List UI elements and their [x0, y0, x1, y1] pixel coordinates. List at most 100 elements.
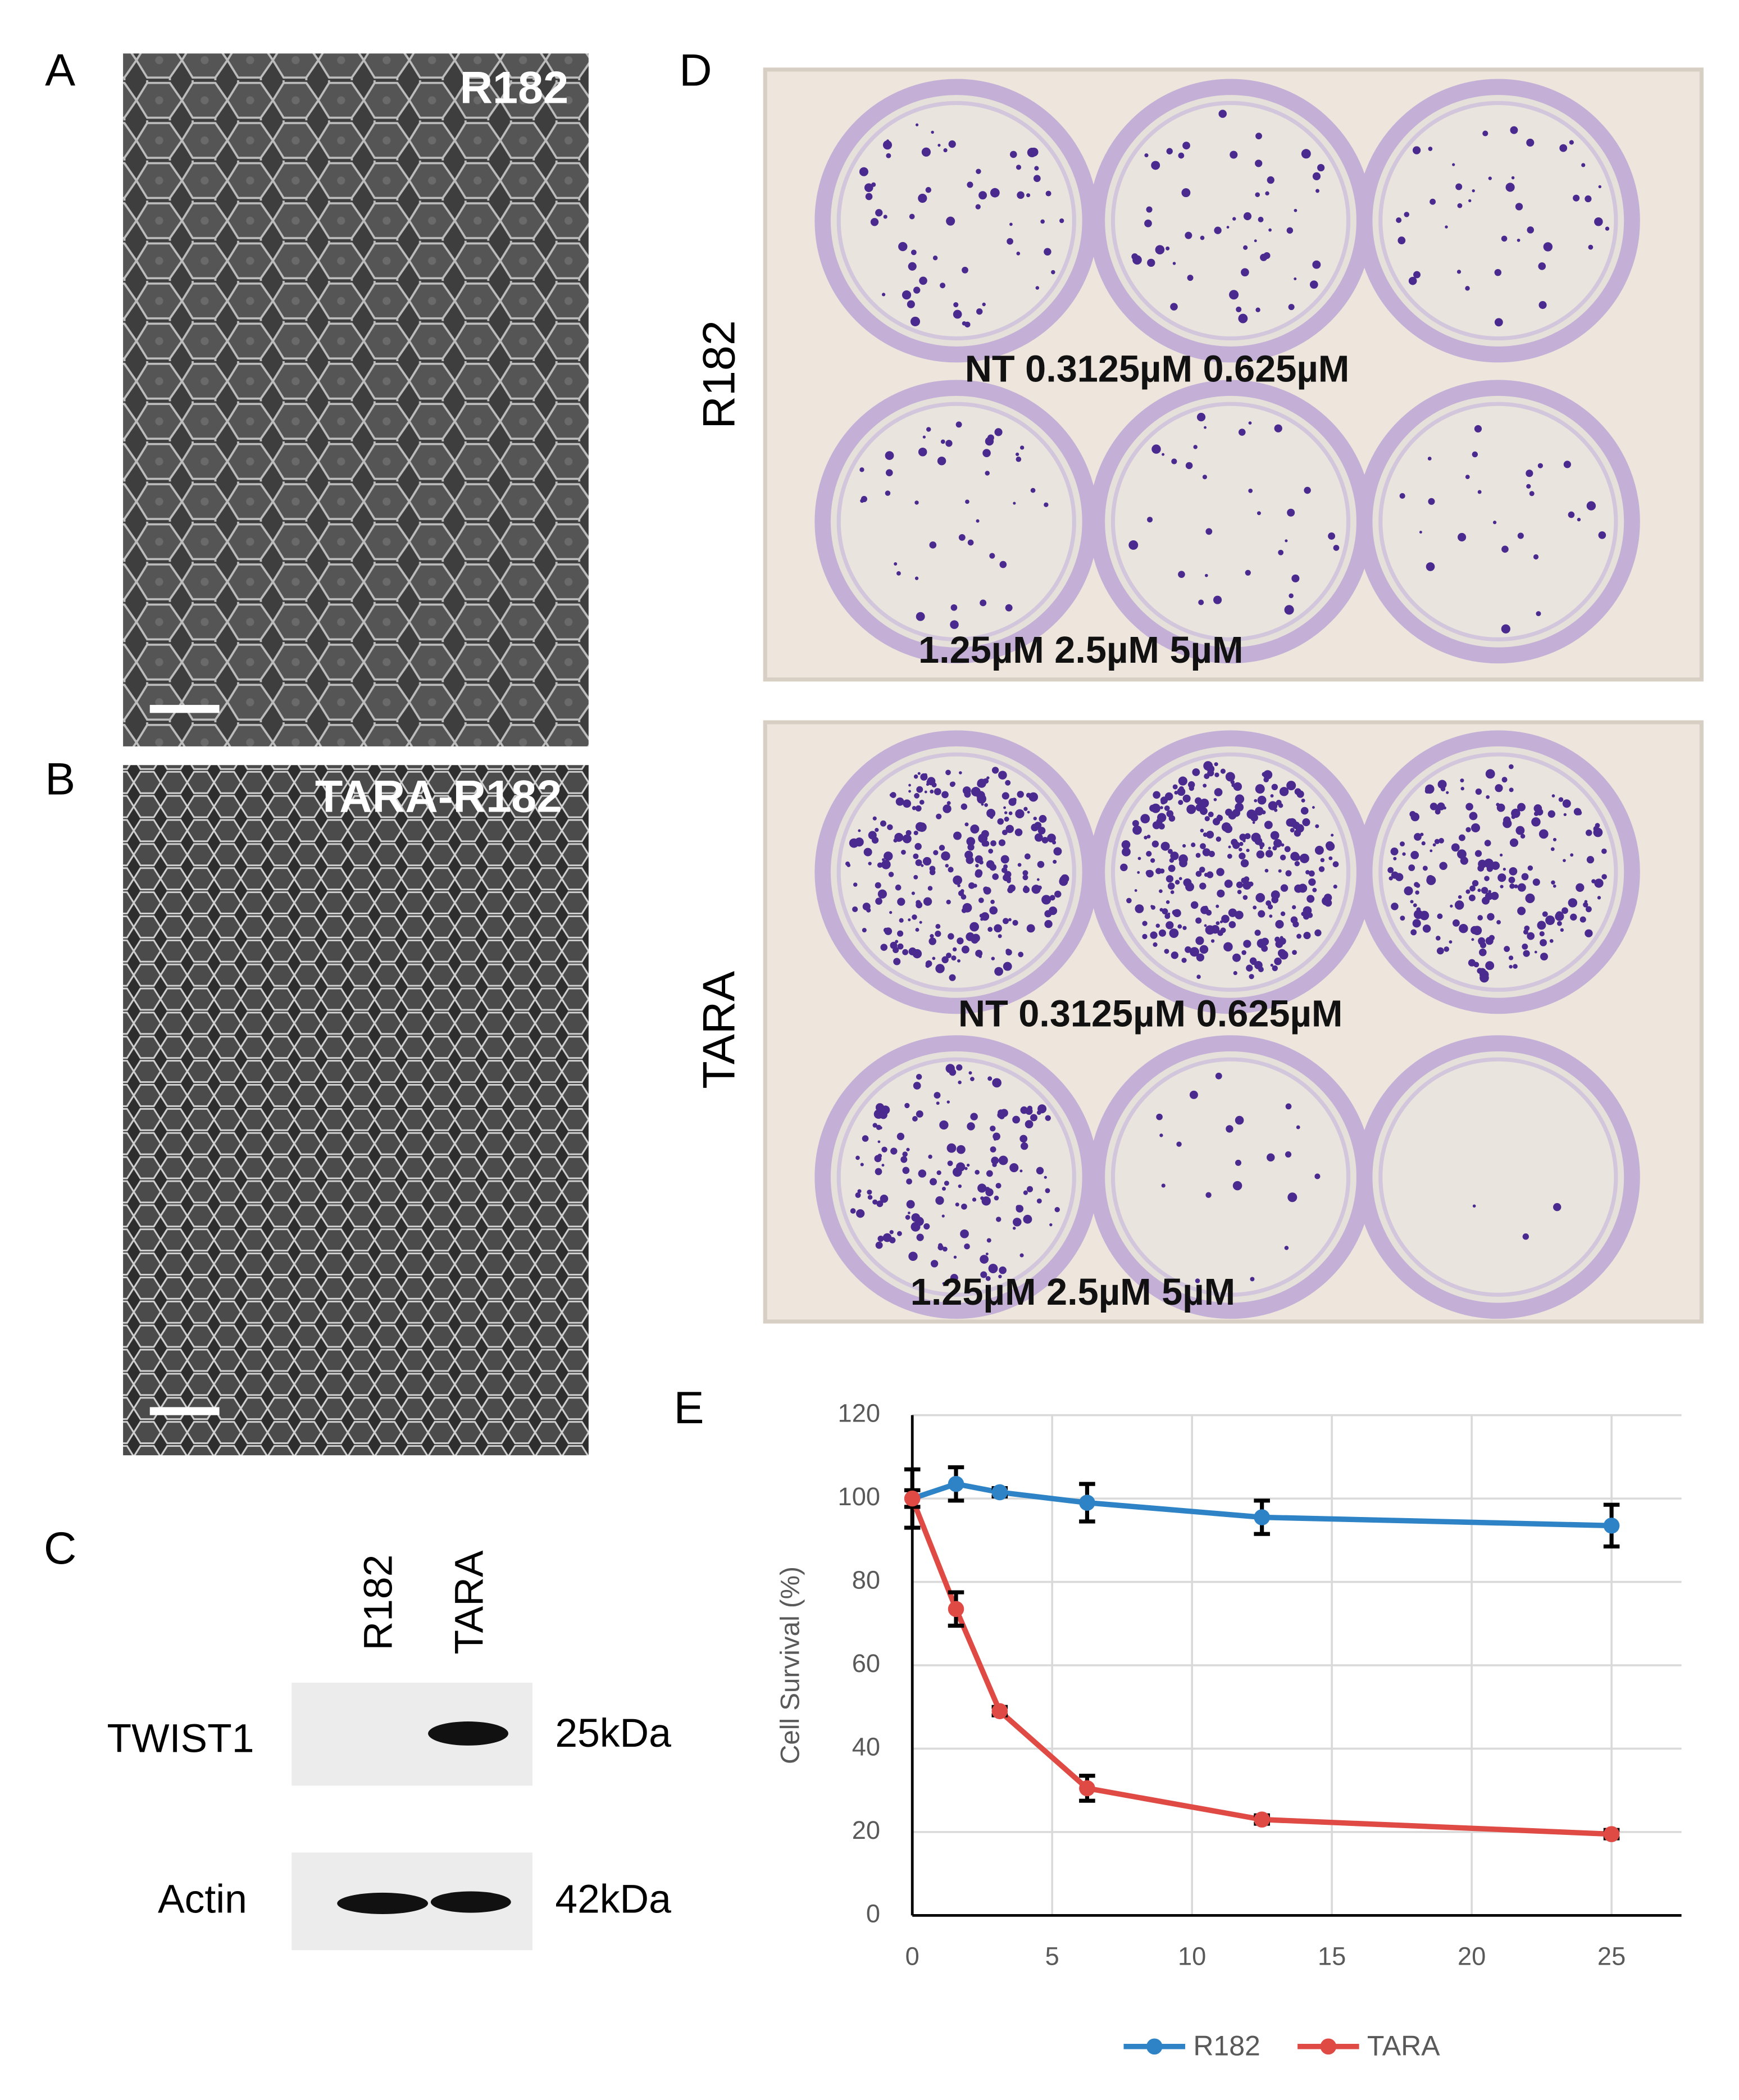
- colony: [1235, 803, 1244, 812]
- colony: [1538, 301, 1547, 309]
- colony: [902, 290, 912, 300]
- colony: [1239, 848, 1242, 851]
- colony: [1238, 429, 1246, 436]
- colony: [1229, 290, 1239, 300]
- colony: [1413, 271, 1421, 279]
- colony: [1426, 562, 1435, 571]
- colony: [994, 967, 1003, 976]
- colony: [1028, 792, 1039, 802]
- colony: [949, 974, 956, 981]
- colony: [1509, 787, 1514, 792]
- colony: [930, 934, 934, 939]
- colony: [1410, 929, 1417, 936]
- colony: [952, 947, 957, 952]
- colony: [994, 924, 1002, 933]
- colony: [864, 183, 873, 192]
- colony: [1023, 807, 1028, 812]
- colony: [1255, 784, 1265, 794]
- colony: [1248, 881, 1254, 887]
- colony: [1216, 904, 1219, 908]
- colony: [1034, 166, 1039, 171]
- colony: [941, 1214, 945, 1218]
- colony: [934, 788, 941, 795]
- colony: [1183, 878, 1192, 887]
- colony: [960, 803, 968, 810]
- colony: [1044, 910, 1052, 918]
- colony: [1188, 781, 1195, 789]
- colony: [1162, 453, 1165, 456]
- colony: [962, 267, 968, 274]
- colony: [1182, 794, 1191, 803]
- colony: [1430, 198, 1436, 205]
- colony: [1275, 919, 1284, 929]
- colony: [1291, 574, 1300, 582]
- colony: [1540, 939, 1547, 946]
- colony: [1235, 910, 1244, 919]
- colony: [1151, 444, 1161, 454]
- colony: [922, 857, 932, 866]
- colony: [1419, 531, 1422, 534]
- colony: [971, 936, 979, 944]
- colony: [902, 1151, 908, 1157]
- colony: [1147, 258, 1155, 267]
- colony: [1475, 788, 1482, 795]
- plate-treatment-label: 1.25µM 2.5µM 5µM: [918, 630, 1243, 671]
- colony: [1153, 791, 1160, 799]
- colony: [1525, 893, 1535, 903]
- colony: [1598, 531, 1606, 539]
- colony: [894, 562, 898, 566]
- colony: [975, 870, 982, 878]
- colony: [1308, 878, 1316, 886]
- well-inner: [836, 402, 1076, 641]
- colony: [1517, 803, 1526, 812]
- colony: [1016, 456, 1022, 462]
- colony: [912, 806, 917, 810]
- colony: [1150, 931, 1158, 939]
- marker: [991, 1703, 1008, 1719]
- colony: [958, 1184, 962, 1188]
- colony: [1178, 854, 1188, 864]
- colony: [1215, 1072, 1222, 1079]
- colony: [1487, 913, 1495, 921]
- colony: [1430, 803, 1438, 810]
- colony: [1458, 532, 1467, 541]
- colony: [1577, 517, 1581, 522]
- colony: [911, 1213, 921, 1222]
- colony: [1024, 853, 1031, 860]
- colony: [901, 849, 906, 855]
- colony: [1181, 958, 1187, 963]
- colony: [941, 956, 949, 964]
- colony: [945, 1064, 955, 1073]
- colony: [1233, 782, 1242, 791]
- colony: [1601, 874, 1607, 880]
- colony: [1509, 764, 1514, 769]
- legend-label: R182: [1193, 2030, 1260, 2061]
- colony: [1414, 882, 1419, 887]
- colony: [1422, 924, 1431, 933]
- colony: [893, 838, 898, 843]
- colony: [1570, 913, 1577, 921]
- colony: [986, 1238, 991, 1243]
- colony: [1041, 837, 1049, 844]
- colony: [1412, 919, 1421, 928]
- colony: [949, 781, 955, 787]
- colony: [962, 321, 967, 326]
- colony: [1225, 808, 1233, 816]
- colony: [888, 872, 894, 877]
- colony: [1500, 885, 1504, 889]
- colony: [1159, 908, 1163, 912]
- colony: [1192, 768, 1200, 776]
- colony: [1236, 881, 1243, 889]
- band: [428, 1721, 508, 1746]
- colony: [1144, 219, 1152, 227]
- colony: [1474, 850, 1482, 857]
- colony: [881, 860, 891, 869]
- colony: [1037, 860, 1045, 868]
- colony: [1315, 824, 1319, 828]
- colony: [1434, 839, 1440, 844]
- colony: [1425, 784, 1435, 794]
- plate-treatment-label: 1.25µM 2.5µM 5µM: [911, 1272, 1235, 1313]
- colony: [1210, 924, 1220, 934]
- colony: [968, 1071, 972, 1075]
- colony: [928, 1154, 932, 1159]
